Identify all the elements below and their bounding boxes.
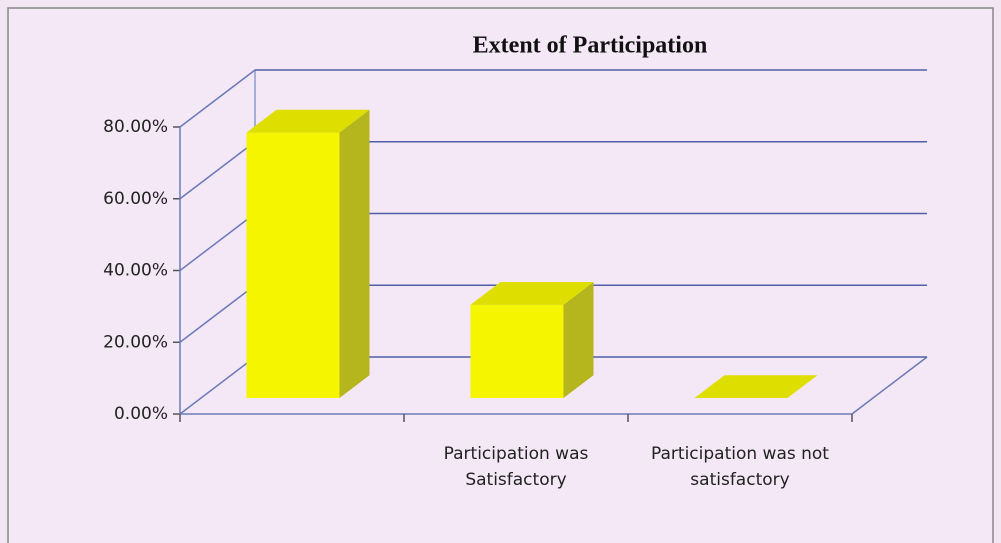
grid-line-side bbox=[179, 212, 256, 272]
x-tick-label: Participation was Satisfactory bbox=[443, 444, 589, 490]
bar-top bbox=[470, 281, 594, 305]
chart-title: Extent of Participation bbox=[473, 33, 708, 59]
y-tick-label: 60.00% bbox=[103, 189, 168, 209]
grid-line-side bbox=[179, 141, 256, 200]
x-tick-label: Participation was not satisfactory bbox=[651, 444, 829, 490]
chart-frame bbox=[7, 7, 994, 543]
floor-right-edge bbox=[851, 356, 928, 415]
grid-line-side bbox=[179, 356, 256, 415]
y-tick-label: 0.00% bbox=[114, 404, 168, 424]
bar-top bbox=[246, 109, 370, 133]
bar-top bbox=[694, 375, 818, 399]
grid-line-side bbox=[179, 284, 256, 343]
bar-side bbox=[339, 109, 370, 399]
y-tick-label: 20.00% bbox=[103, 332, 168, 352]
bar-side bbox=[563, 281, 594, 399]
grid-line-side bbox=[179, 69, 256, 128]
y-tick-label: 40.00% bbox=[103, 261, 168, 281]
bar-front bbox=[470, 304, 564, 399]
y-tick-label: 80.00% bbox=[103, 117, 168, 137]
bar-front bbox=[246, 132, 340, 399]
